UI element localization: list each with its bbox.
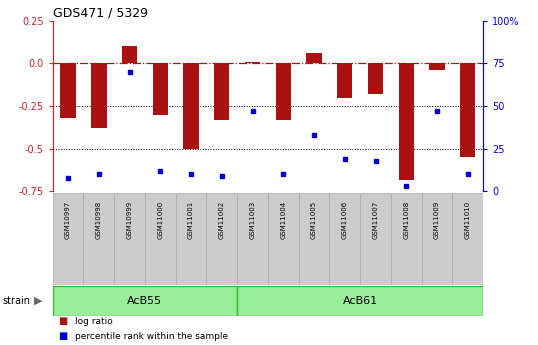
Bar	[91, 63, 107, 128]
Text: GSM11007: GSM11007	[372, 200, 379, 239]
Bar	[337, 63, 352, 98]
Text: GSM11005: GSM11005	[311, 200, 317, 239]
Text: ■: ■	[58, 316, 67, 326]
Text: ▶: ▶	[34, 296, 43, 306]
Text: GSM11004: GSM11004	[280, 200, 286, 239]
Text: GSM11003: GSM11003	[250, 200, 256, 239]
Bar	[183, 63, 199, 149]
Text: GSM11010: GSM11010	[465, 200, 471, 239]
Bar	[114, 193, 145, 285]
Bar	[460, 63, 476, 157]
Text: AcB61: AcB61	[343, 296, 378, 306]
Bar	[429, 63, 445, 70]
Text: GSM10999: GSM10999	[126, 200, 132, 239]
Bar	[275, 63, 291, 120]
Bar	[207, 193, 237, 285]
Bar	[153, 63, 168, 115]
Text: log ratio: log ratio	[75, 317, 113, 326]
Bar	[60, 63, 76, 118]
Bar	[306, 53, 322, 63]
Bar	[360, 193, 391, 285]
Bar	[399, 63, 414, 179]
Bar	[452, 193, 483, 285]
Bar	[145, 193, 176, 285]
Bar	[122, 46, 137, 63]
Text: GSM11006: GSM11006	[342, 200, 348, 239]
Text: GSM11000: GSM11000	[157, 200, 164, 239]
Text: GSM11001: GSM11001	[188, 200, 194, 239]
Bar	[368, 63, 383, 94]
Text: percentile rank within the sample: percentile rank within the sample	[75, 332, 229, 341]
Text: GSM10998: GSM10998	[96, 200, 102, 239]
Bar	[422, 193, 452, 285]
Text: strain: strain	[3, 296, 31, 306]
Bar	[83, 193, 114, 285]
Bar	[391, 193, 422, 285]
Bar	[245, 62, 260, 63]
Text: GDS471 / 5329: GDS471 / 5329	[53, 7, 148, 20]
Text: GSM11002: GSM11002	[219, 200, 225, 239]
Text: ■: ■	[58, 331, 67, 341]
Bar	[268, 193, 299, 285]
Bar	[53, 286, 237, 316]
Bar	[176, 193, 207, 285]
Bar	[53, 193, 83, 285]
Text: GSM11008: GSM11008	[404, 200, 409, 239]
Bar	[299, 193, 329, 285]
Bar	[214, 63, 230, 120]
Bar	[237, 193, 268, 285]
Text: GSM11009: GSM11009	[434, 200, 440, 239]
Text: AcB55: AcB55	[128, 296, 162, 306]
Text: GSM10997: GSM10997	[65, 200, 71, 239]
Bar	[237, 286, 483, 316]
Bar	[329, 193, 360, 285]
